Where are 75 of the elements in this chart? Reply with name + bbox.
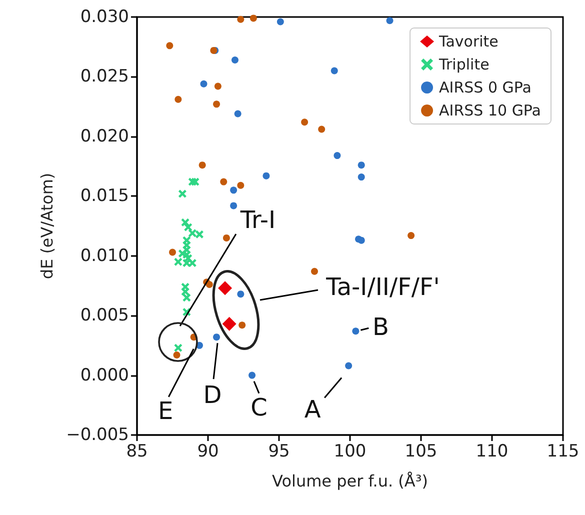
- y-tick-label: 0.025: [80, 66, 129, 87]
- legend-label: Triplite: [438, 56, 490, 74]
- point: [230, 186, 238, 194]
- point: [386, 17, 394, 24]
- point: [174, 96, 182, 103]
- x-tick-label: 90: [197, 442, 219, 462]
- legend-label: AIRSS 0 GPa: [439, 78, 532, 96]
- point: [250, 14, 257, 22]
- annotation: B: [372, 313, 389, 342]
- point: [220, 178, 228, 186]
- point: [358, 174, 365, 181]
- point: [311, 268, 318, 275]
- point: [174, 344, 182, 352]
- y-tick-label: 0.010: [80, 246, 129, 266]
- x-tick-label: 105: [404, 442, 438, 462]
- point: [408, 232, 415, 240]
- point: [182, 294, 191, 302]
- point: [222, 316, 236, 331]
- point: [231, 56, 238, 64]
- point: [173, 351, 180, 358]
- point: [345, 362, 352, 370]
- point: [195, 230, 204, 238]
- point: [174, 258, 182, 266]
- point: [358, 236, 365, 244]
- y-tick-label: 0.000: [80, 365, 129, 386]
- point: [237, 290, 244, 298]
- y-tick-label: 0.030: [80, 7, 129, 27]
- point: [222, 234, 230, 242]
- y-axis-title: dE (eV/Atom): [38, 172, 57, 280]
- x-tick-label: 110: [476, 442, 508, 462]
- point: [178, 190, 186, 198]
- y-tick-label: 0.005: [80, 306, 129, 326]
- annotation: A: [304, 396, 322, 424]
- legend-label: AIRSS 10 GPa: [439, 102, 542, 120]
- point: [230, 202, 238, 210]
- point: [218, 281, 232, 296]
- point: [198, 162, 206, 169]
- point: [234, 110, 242, 118]
- legend-label: Tavorite: [438, 32, 498, 50]
- x-tick-label: 95: [268, 442, 290, 462]
- point: [262, 172, 270, 180]
- point: [213, 100, 220, 108]
- annotation: Ta-I/II/F/F': [325, 273, 440, 301]
- point: [237, 182, 244, 189]
- point: [184, 223, 192, 232]
- y-tick-label: 0.020: [80, 126, 129, 146]
- annotation: D: [203, 381, 222, 410]
- annotation: Tr-I: [239, 206, 276, 234]
- point: [352, 328, 360, 335]
- point: [334, 152, 341, 160]
- point: [200, 80, 208, 88]
- point: [330, 67, 338, 74]
- point: [276, 18, 284, 26]
- point: [191, 178, 200, 186]
- point: [213, 334, 220, 341]
- point: [181, 288, 190, 296]
- annotation: C: [250, 393, 268, 422]
- y-tick-label: −0.005: [66, 425, 129, 445]
- x-tick-label: 115: [546, 442, 580, 462]
- y-tick-label: 0.015: [80, 186, 129, 206]
- point: [318, 126, 326, 133]
- point: [214, 82, 222, 90]
- point: [206, 281, 213, 288]
- point: [358, 162, 365, 169]
- point: [188, 229, 196, 238]
- point: [238, 322, 246, 329]
- point: [169, 248, 176, 256]
- x-axis-title: Volume per f.u. (Å³): [272, 472, 428, 490]
- x-tick-label: 100: [334, 442, 366, 462]
- annotation: E: [158, 396, 174, 425]
- point: [248, 372, 256, 379]
- x-tick-label: 85: [126, 442, 148, 462]
- point: [301, 118, 308, 126]
- point: [166, 42, 174, 50]
- point: [237, 16, 244, 23]
